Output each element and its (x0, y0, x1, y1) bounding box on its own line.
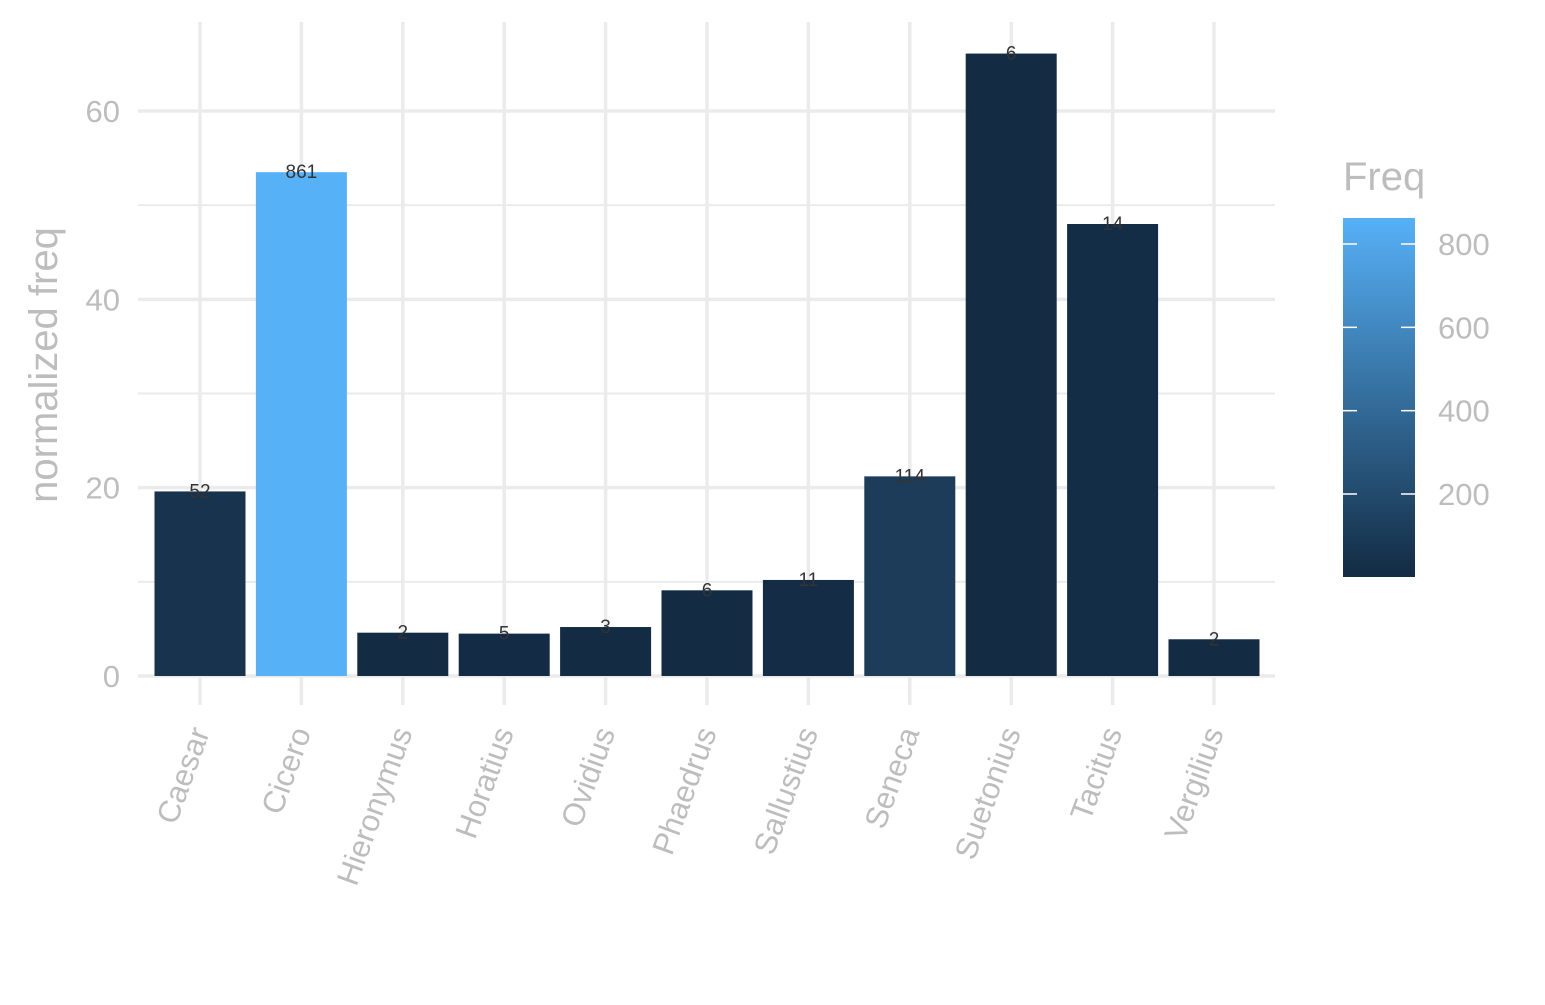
bar-ovidius (560, 627, 652, 676)
y-tick-label: 40 (86, 282, 120, 317)
x-tick-label: Cicero (254, 722, 318, 818)
bar-suetonius (965, 53, 1057, 676)
bar-vergilius (1168, 639, 1260, 676)
bar-label: 6 (702, 580, 713, 601)
bar-seneca (864, 476, 956, 676)
bar-label: 2 (1209, 629, 1220, 650)
bar-phaedrus (661, 590, 753, 676)
legend-tick-label: 600 (1438, 310, 1490, 345)
bar-cicero (255, 172, 347, 677)
bar-tacitus (1067, 224, 1159, 676)
bar-label: 114 (895, 466, 926, 487)
legend-tick-label: 200 (1438, 477, 1490, 512)
legend-tick-label: 400 (1438, 394, 1490, 429)
legend: Freq 200 400 600 800 (1343, 155, 1490, 577)
bar-label: 52 (189, 481, 210, 502)
bar-label: 11 (799, 570, 819, 591)
bar-label: 3 (600, 617, 611, 638)
x-tick-label: Seneca (858, 722, 927, 833)
bar-label: 2 (398, 623, 409, 644)
y-tick-label: 60 (86, 94, 120, 129)
bar-sallustius (762, 579, 854, 676)
bar-label: 861 (286, 162, 318, 183)
x-tick-label: Sallustius (747, 722, 825, 859)
x-tick-label: Ovidius (554, 722, 622, 831)
x-tick-label: Hieronymus (330, 722, 419, 889)
legend-title: Freq (1343, 155, 1425, 199)
y-tick-label: 20 (86, 471, 120, 506)
x-tick-label: Vergilius (1158, 722, 1231, 844)
x-tick-label: Horatius (448, 722, 520, 842)
y-axis-title: normalized freq (22, 227, 66, 503)
bar-caesar (154, 491, 246, 676)
bars: 52 861 2 5 3 6 11 114 6 14 2 (154, 44, 1260, 677)
x-axis-ticks: Caesar Cicero Hieronymus Horatius Ovidius Pha… (150, 722, 1231, 890)
legend-colorbar (1343, 218, 1415, 577)
x-tick-label: Phaedrus (645, 722, 723, 859)
bar-label: 14 (1102, 214, 1124, 235)
y-tick-label: 0 (103, 659, 120, 694)
x-tick-label: Tacitus (1063, 722, 1129, 825)
legend-tick-label: 800 (1438, 227, 1490, 262)
bar-label: 6 (1006, 44, 1017, 65)
bar-label: 5 (499, 624, 510, 645)
x-tick-label: Caesar (150, 722, 217, 828)
y-axis-ticks: 0 20 40 60 (86, 94, 120, 694)
bar-horatius (458, 633, 550, 676)
x-tick-label: Suetonius (948, 722, 1028, 864)
bar-hieronymus (357, 632, 449, 676)
